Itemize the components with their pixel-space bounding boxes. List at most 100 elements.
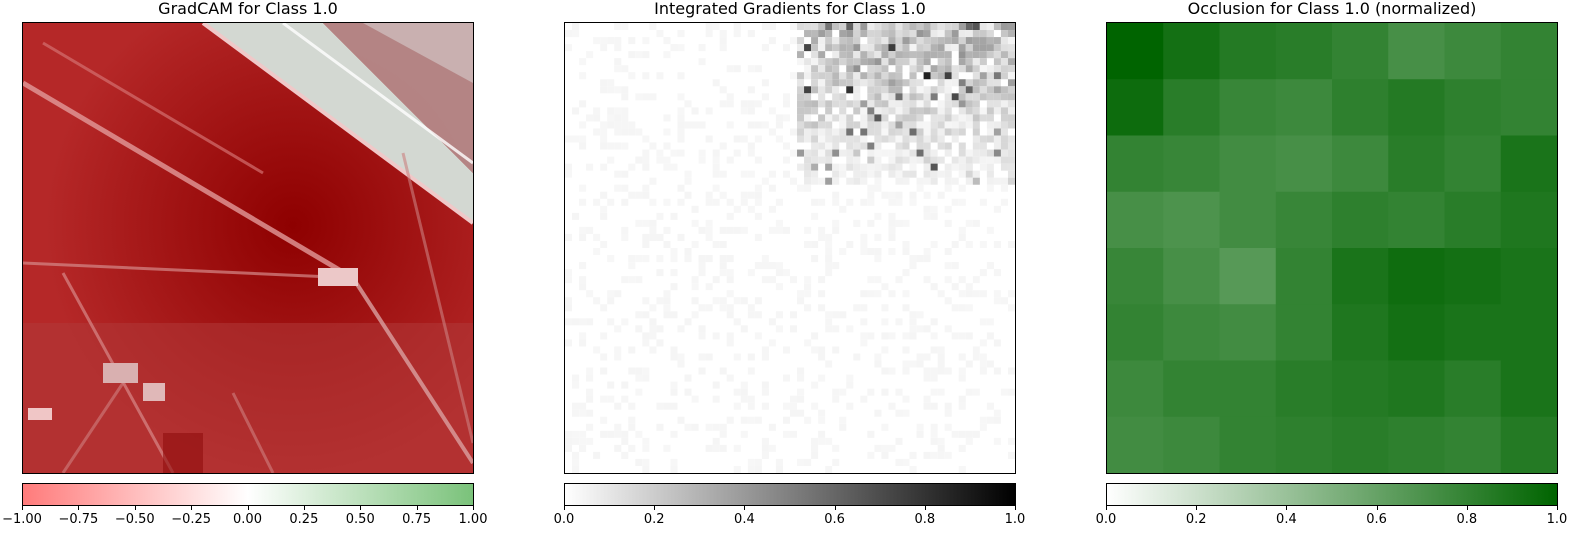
ig-pixel [874, 79, 882, 87]
ig-pixel [902, 114, 910, 122]
ig-pixel [628, 37, 636, 45]
ig-pixel [818, 149, 826, 157]
ig-pixel [944, 402, 952, 410]
ig-pixel [804, 156, 812, 164]
ig-pixel [916, 135, 924, 143]
ig-pixel [839, 205, 847, 213]
ig-pixel [993, 72, 1001, 80]
ig-pixel [937, 44, 945, 52]
ig-pixel [888, 135, 896, 143]
ig-pixel [895, 276, 903, 284]
ig-pixel [712, 163, 720, 171]
ig-pixel [923, 30, 931, 38]
ig-pixel [600, 86, 608, 94]
ig-pixel [979, 58, 987, 66]
ig-pixel [979, 86, 987, 94]
ig-pixel [621, 451, 629, 459]
ig-pixel [958, 332, 966, 340]
ig-pixel [565, 318, 573, 326]
ig-pixel [832, 262, 840, 270]
ig-pixel [881, 65, 889, 73]
ig-pixel [874, 163, 882, 171]
ig-pixel [986, 262, 994, 270]
ig-pixel [712, 240, 720, 248]
ig-pixel [888, 367, 896, 375]
ig-pixel [937, 107, 945, 115]
ig-pixel [846, 65, 854, 73]
ig-pixel [670, 44, 678, 52]
ig-pixel [628, 423, 636, 431]
ig-pixel [874, 409, 882, 417]
ig-pixel [818, 65, 826, 73]
ig-pixel [965, 37, 973, 45]
ig-pixel [909, 128, 917, 136]
ig-pixel [972, 149, 980, 157]
ig-pixel [726, 93, 734, 101]
occlusion-cell [1388, 191, 1445, 249]
ig-pixel [895, 437, 903, 445]
ig-pixel [825, 177, 833, 185]
ig-pixel [986, 79, 994, 87]
ig-pixel [895, 121, 903, 129]
occlusion-cell [1275, 360, 1333, 418]
ig-pixel [726, 198, 734, 206]
ig-pixel [747, 30, 755, 38]
ig-pixel [726, 156, 734, 164]
ig-pixel [790, 402, 798, 410]
ig-pixel [881, 283, 889, 291]
ig-pixel [670, 465, 678, 473]
ig-pixel [853, 353, 861, 361]
ig-pixel [930, 51, 938, 59]
ig-pixel [649, 304, 657, 312]
ig-pixel [832, 458, 840, 466]
ig-pixel [811, 86, 819, 94]
ig-pixel [888, 128, 896, 136]
ig-pixel [867, 332, 875, 340]
ig-pixel [621, 170, 629, 178]
ig-pixel [902, 100, 910, 108]
ig-pixel [867, 58, 875, 66]
ig-pixel [909, 58, 917, 66]
ig-pixel [1007, 170, 1015, 178]
ig-pixel [825, 465, 833, 473]
occlusion-cell [1444, 79, 1502, 136]
ig-pixel [937, 367, 945, 375]
ig-pixel [881, 58, 889, 66]
occlusion-cell [1332, 360, 1389, 418]
ig-pixel [944, 58, 952, 66]
ig-pixel [951, 128, 959, 136]
ig-pixel [832, 226, 840, 234]
ig-pixel [825, 311, 833, 319]
ig-pixel [761, 444, 769, 452]
ig-pixel [825, 233, 833, 241]
ig-pixel [902, 304, 910, 312]
ig-pixel [593, 37, 601, 45]
ig-pixel [979, 423, 987, 431]
ig-pixel [747, 402, 755, 410]
ig-pixel [768, 184, 776, 192]
ig-pixel [930, 240, 938, 248]
occlusion-cell [1388, 304, 1445, 361]
ig-heatmap [564, 22, 1016, 474]
ig-pixel [958, 163, 966, 171]
ig-pixel [888, 37, 896, 45]
ig-pixel [881, 30, 889, 38]
ig-pixel [874, 37, 882, 45]
ig-pixel [993, 86, 1001, 94]
ig-pixel [593, 248, 601, 256]
ig-pixel [1000, 44, 1008, 52]
ig-pixel [804, 177, 812, 185]
ig-pixel [930, 114, 938, 122]
ig-pixel [993, 205, 1001, 213]
ig-pixel [888, 149, 896, 157]
ig-pixel [1000, 65, 1008, 73]
ig-pixel [1000, 51, 1008, 59]
ig-pixel [642, 184, 650, 192]
ig-pixel [888, 23, 896, 31]
ig-pixel [586, 51, 594, 59]
ig-pixel [965, 86, 973, 94]
ig-pixel [733, 353, 741, 361]
ig-pixel [916, 100, 924, 108]
ig-pixel [832, 325, 840, 333]
ig-pixel [579, 437, 587, 445]
